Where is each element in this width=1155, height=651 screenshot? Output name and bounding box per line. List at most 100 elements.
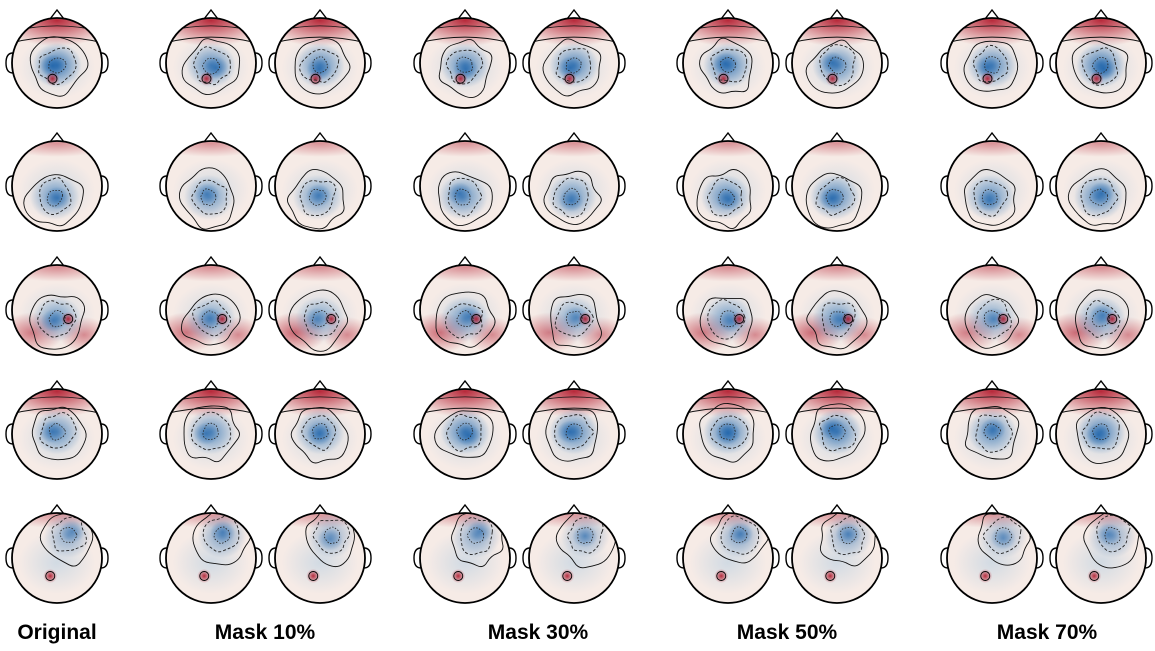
ear-left: [413, 52, 422, 74]
head-outline: [1055, 264, 1147, 356]
nose: [720, 503, 736, 515]
ear-left: [413, 423, 422, 445]
nose: [49, 503, 65, 515]
topomap-r2-c7: [785, 131, 889, 232]
nose: [312, 8, 328, 20]
topomap-r4-c9: [1049, 379, 1153, 480]
head-outline: [165, 140, 257, 232]
head-outline: [946, 264, 1038, 356]
head-outline: [419, 512, 511, 604]
nose: [566, 8, 582, 20]
head-outline: [419, 140, 511, 232]
head-outline: [791, 512, 883, 604]
label-mask-50: Mask 50%: [736, 621, 838, 644]
nose: [457, 379, 473, 391]
topomap-r5-c3: [268, 503, 372, 604]
ear-right: [508, 299, 517, 321]
topomap-r2-c6: [676, 131, 780, 232]
nose: [1093, 379, 1109, 391]
ear-right: [100, 52, 109, 74]
ear-left: [413, 299, 422, 321]
ear-right: [363, 423, 372, 445]
ear-right: [363, 175, 372, 197]
ear-left: [676, 423, 685, 445]
ear-right: [617, 299, 626, 321]
nose: [312, 379, 328, 391]
topomap-r5-c1: [5, 503, 109, 604]
topomap-r3-c6: [676, 255, 780, 356]
topomap-r2-c3: [268, 131, 372, 232]
head-outline: [682, 17, 774, 109]
topomap-r3-c3: [268, 255, 372, 356]
ear-right: [617, 547, 626, 569]
topomap-r3-c7: [785, 255, 889, 356]
nose: [984, 503, 1000, 515]
head-outline: [682, 140, 774, 232]
topomap-r1-c4: [413, 8, 517, 109]
topomap-r3-c2: [159, 255, 263, 356]
ear-left: [785, 547, 794, 569]
nose: [984, 379, 1000, 391]
topomap-r2-c1: [5, 131, 109, 232]
head-outline: [165, 17, 257, 109]
topomap-r5-c4: [413, 503, 517, 604]
ear-right: [254, 547, 263, 569]
ear-left: [1049, 423, 1058, 445]
ear-right: [771, 423, 780, 445]
ear-left: [676, 52, 685, 74]
head-outline: [274, 512, 366, 604]
ear-right: [771, 52, 780, 74]
ear-right: [880, 175, 889, 197]
ear-left: [940, 423, 949, 445]
nose: [312, 131, 328, 143]
topomap-r4-c6: [676, 379, 780, 480]
ear-left: [522, 423, 531, 445]
head-outline: [165, 264, 257, 356]
ear-left: [159, 299, 168, 321]
ear-right: [880, 423, 889, 445]
ear-left: [785, 175, 794, 197]
nose: [984, 8, 1000, 20]
topomap-r2-c4: [413, 131, 517, 232]
nose: [49, 8, 65, 20]
ear-right: [254, 299, 263, 321]
ear-right: [1144, 423, 1153, 445]
ear-left: [785, 299, 794, 321]
head-outline: [419, 264, 511, 356]
ear-left: [5, 52, 14, 74]
nose: [1093, 255, 1109, 267]
ear-left: [159, 175, 168, 197]
ear-right: [100, 299, 109, 321]
topomap-r4-c7: [785, 379, 889, 480]
ear-right: [880, 52, 889, 74]
nose: [49, 131, 65, 143]
ear-left: [413, 175, 422, 197]
head-outline: [274, 388, 366, 480]
ear-left: [159, 547, 168, 569]
topomap-r1-c5: [522, 8, 626, 109]
topomap-r4-c1: [5, 379, 109, 480]
head-outline: [11, 512, 103, 604]
nose: [829, 8, 845, 20]
head-outline: [682, 512, 774, 604]
label-mask-10: Mask 10%: [214, 621, 316, 644]
head-outline: [11, 388, 103, 480]
ear-right: [771, 175, 780, 197]
head-outline: [1055, 17, 1147, 109]
ear-left: [522, 52, 531, 74]
head-outline: [791, 17, 883, 109]
label-original: Original: [17, 621, 97, 644]
ear-right: [100, 423, 109, 445]
ear-left: [522, 175, 531, 197]
topomap-r3-c4: [413, 255, 517, 356]
head-outline: [528, 264, 620, 356]
ear-right: [1144, 547, 1153, 569]
head-outline: [791, 388, 883, 480]
head-outline: [946, 140, 1038, 232]
ear-right: [617, 175, 626, 197]
nose: [312, 255, 328, 267]
nose: [720, 255, 736, 267]
topomap-r5-c7: [785, 503, 889, 604]
nose: [312, 503, 328, 515]
topomap-r5-c6: [676, 503, 780, 604]
